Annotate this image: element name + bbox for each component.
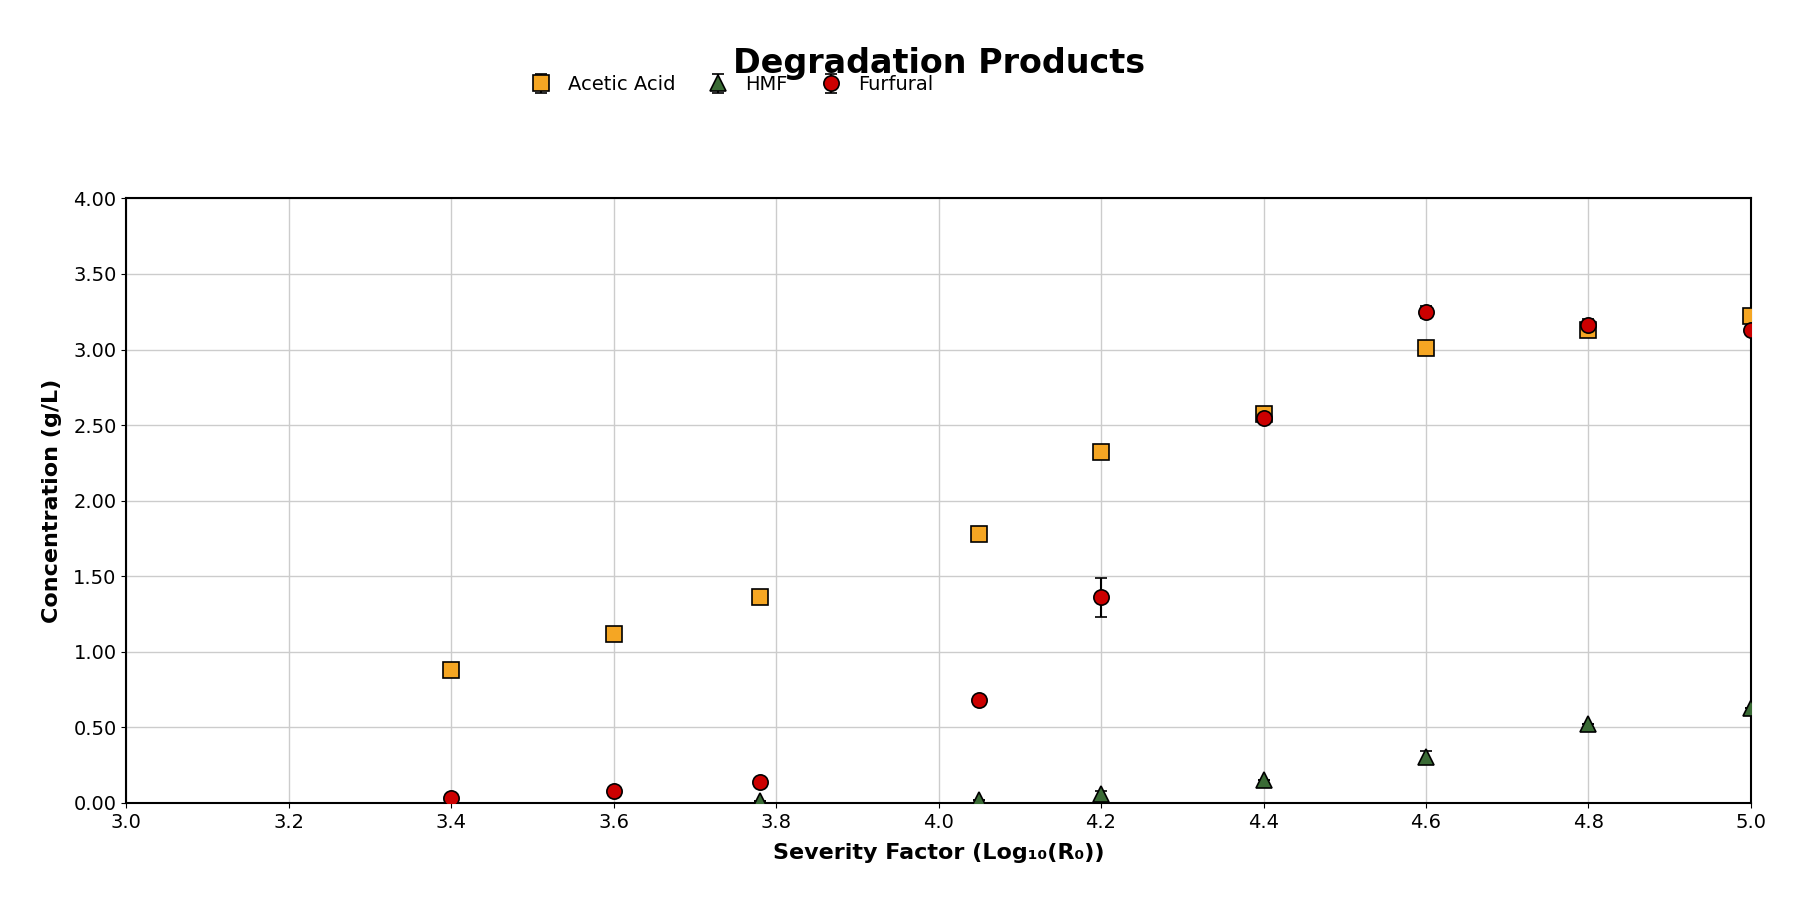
Legend: Acetic Acid, HMF, Furfural: Acetic Acid, HMF, Furfural bbox=[522, 75, 933, 94]
Y-axis label: Concentration (g/L): Concentration (g/L) bbox=[42, 379, 61, 622]
X-axis label: Severity Factor (Log₁₀(R₀)): Severity Factor (Log₁₀(R₀)) bbox=[773, 842, 1105, 862]
Text: Degradation Products: Degradation Products bbox=[733, 47, 1144, 79]
